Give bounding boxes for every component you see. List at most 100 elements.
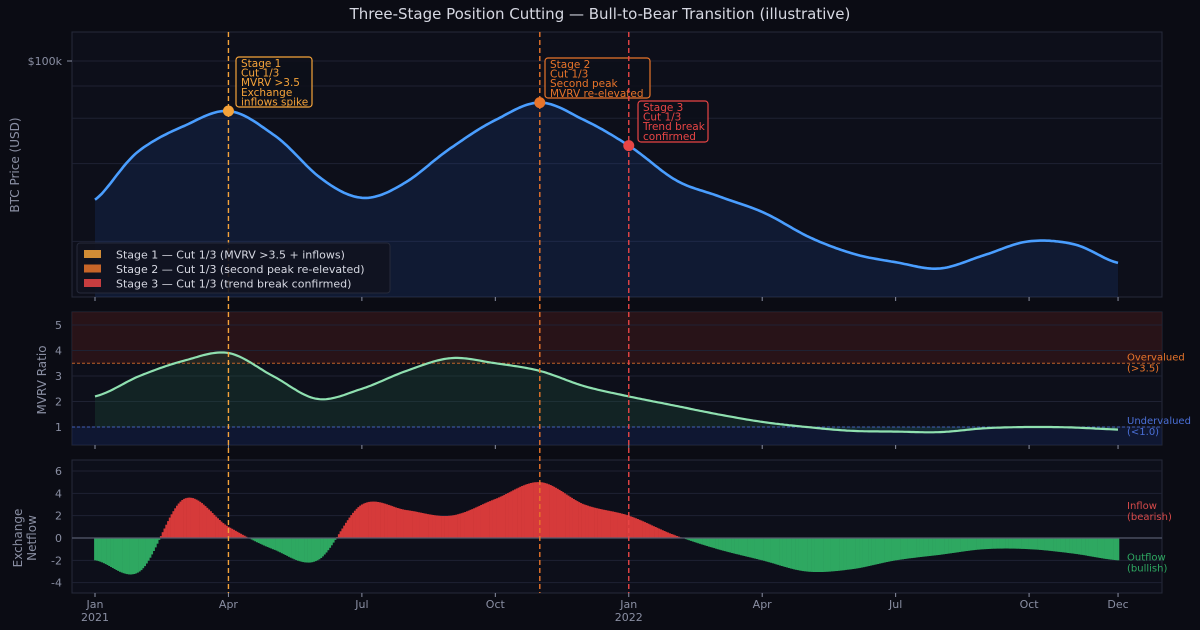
x-tick-label: Apr	[219, 598, 239, 611]
netflow-bar	[419, 512, 422, 538]
netflow-bar	[627, 515, 630, 538]
netflow-bar	[152, 538, 155, 551]
netflow-bar	[300, 538, 303, 562]
netflow-bar	[1070, 538, 1073, 554]
netflow-bar	[973, 538, 976, 551]
netflow-bar	[919, 538, 922, 557]
netflow-bar	[177, 503, 180, 538]
netflow-bar	[1108, 538, 1111, 560]
netflow-bar	[603, 509, 606, 538]
netflow-bar	[759, 538, 762, 560]
netflow-bar	[839, 538, 842, 571]
netflow-bar	[985, 538, 988, 550]
netflow-bar	[729, 538, 732, 553]
netflow-bar	[885, 538, 888, 562]
netflow-bar	[579, 503, 582, 538]
netflow-bar	[789, 538, 792, 569]
netflow-bar	[763, 538, 766, 561]
netflow-bar	[515, 488, 518, 538]
price-y-axis-label: BTC Price (USD)	[8, 117, 22, 212]
netflow-bar	[595, 508, 598, 538]
mvrv-line	[94, 351, 1119, 434]
netflow-bar	[572, 499, 575, 538]
netflow-bar	[937, 538, 940, 555]
netflow-bar	[939, 538, 942, 555]
netflow-bar	[551, 485, 554, 538]
netflow-bar	[362, 503, 365, 538]
netflow-bar	[158, 538, 161, 540]
netflow-bar	[129, 538, 132, 575]
netflow-bar	[225, 525, 228, 538]
stage-1-annotation-text: Exchange	[241, 87, 292, 99]
netflow-bar	[1047, 538, 1050, 551]
netflow-bar	[346, 520, 349, 538]
netflow-bar	[1085, 538, 1088, 556]
netflow-bar	[215, 516, 218, 538]
netflow-bar	[387, 504, 390, 538]
netflow-bar	[380, 502, 383, 538]
netflow-bar	[738, 538, 741, 555]
x-tick-year: 2022	[615, 611, 643, 624]
netflow-bar	[809, 538, 812, 572]
netflow-bar	[901, 538, 904, 560]
netflow-bar	[400, 509, 403, 538]
stage-1-marker	[222, 105, 234, 117]
netflow-bar	[665, 531, 668, 538]
netflow-bar	[1099, 538, 1102, 558]
netflow-bar	[464, 512, 467, 538]
netflow-bar	[514, 489, 517, 538]
netflow-bar	[894, 538, 897, 561]
netflow-bar	[524, 484, 527, 538]
netflow-bar	[798, 538, 801, 571]
netflow-bar	[480, 505, 483, 538]
netflow-bar	[405, 510, 408, 538]
netflow-bar	[852, 538, 855, 569]
netflow-bar	[441, 516, 444, 538]
netflow-bar	[860, 538, 863, 568]
netflow-bar	[119, 538, 122, 572]
netflow-bar	[535, 482, 538, 538]
netflow-bar	[165, 524, 168, 538]
netflow-bar	[530, 483, 533, 538]
netflow-bar	[409, 510, 412, 538]
netflow-bar	[1101, 538, 1104, 559]
netflow-bar	[421, 513, 424, 538]
netflow-bar	[645, 522, 648, 538]
netflow-bar	[855, 538, 858, 569]
netflow-bar	[1005, 538, 1008, 549]
netflow-bar	[314, 538, 317, 562]
netflow-bar	[862, 538, 865, 568]
netflow-bar	[1037, 538, 1040, 550]
netflow-bar	[184, 498, 187, 538]
netflow-bar	[505, 494, 508, 538]
netflow-bar	[401, 509, 404, 538]
netflow-bar	[656, 527, 659, 538]
netflow-bar	[859, 538, 862, 568]
netflow-bar	[715, 538, 718, 549]
netflow-bar	[279, 538, 282, 553]
netflow-bar	[496, 498, 499, 538]
netflow-bar	[750, 538, 753, 558]
netflow-bar	[295, 538, 298, 560]
netflow-bar	[745, 538, 748, 557]
netflow-bar	[843, 538, 846, 571]
netflow-bar	[517, 487, 520, 538]
netflow-bar	[241, 534, 244, 538]
netflow-bar	[466, 511, 469, 538]
netflow-bar	[608, 510, 611, 538]
netflow-bar	[953, 538, 956, 553]
netflow-bar	[581, 503, 584, 538]
netflow-bar	[747, 538, 750, 557]
netflow-bar	[410, 510, 413, 538]
netflow-bar	[110, 538, 113, 567]
netflow-bar	[562, 492, 565, 538]
netflow-bar	[772, 538, 775, 564]
netflow-bar	[928, 538, 931, 556]
netflow-bar	[821, 538, 824, 572]
netflow-bar	[1019, 538, 1022, 549]
netflow-bar	[905, 538, 908, 559]
netflow-bar	[1017, 538, 1020, 549]
netflow-bar	[756, 538, 759, 559]
netflow-bar	[996, 538, 999, 549]
netflow-bar	[1067, 538, 1070, 553]
